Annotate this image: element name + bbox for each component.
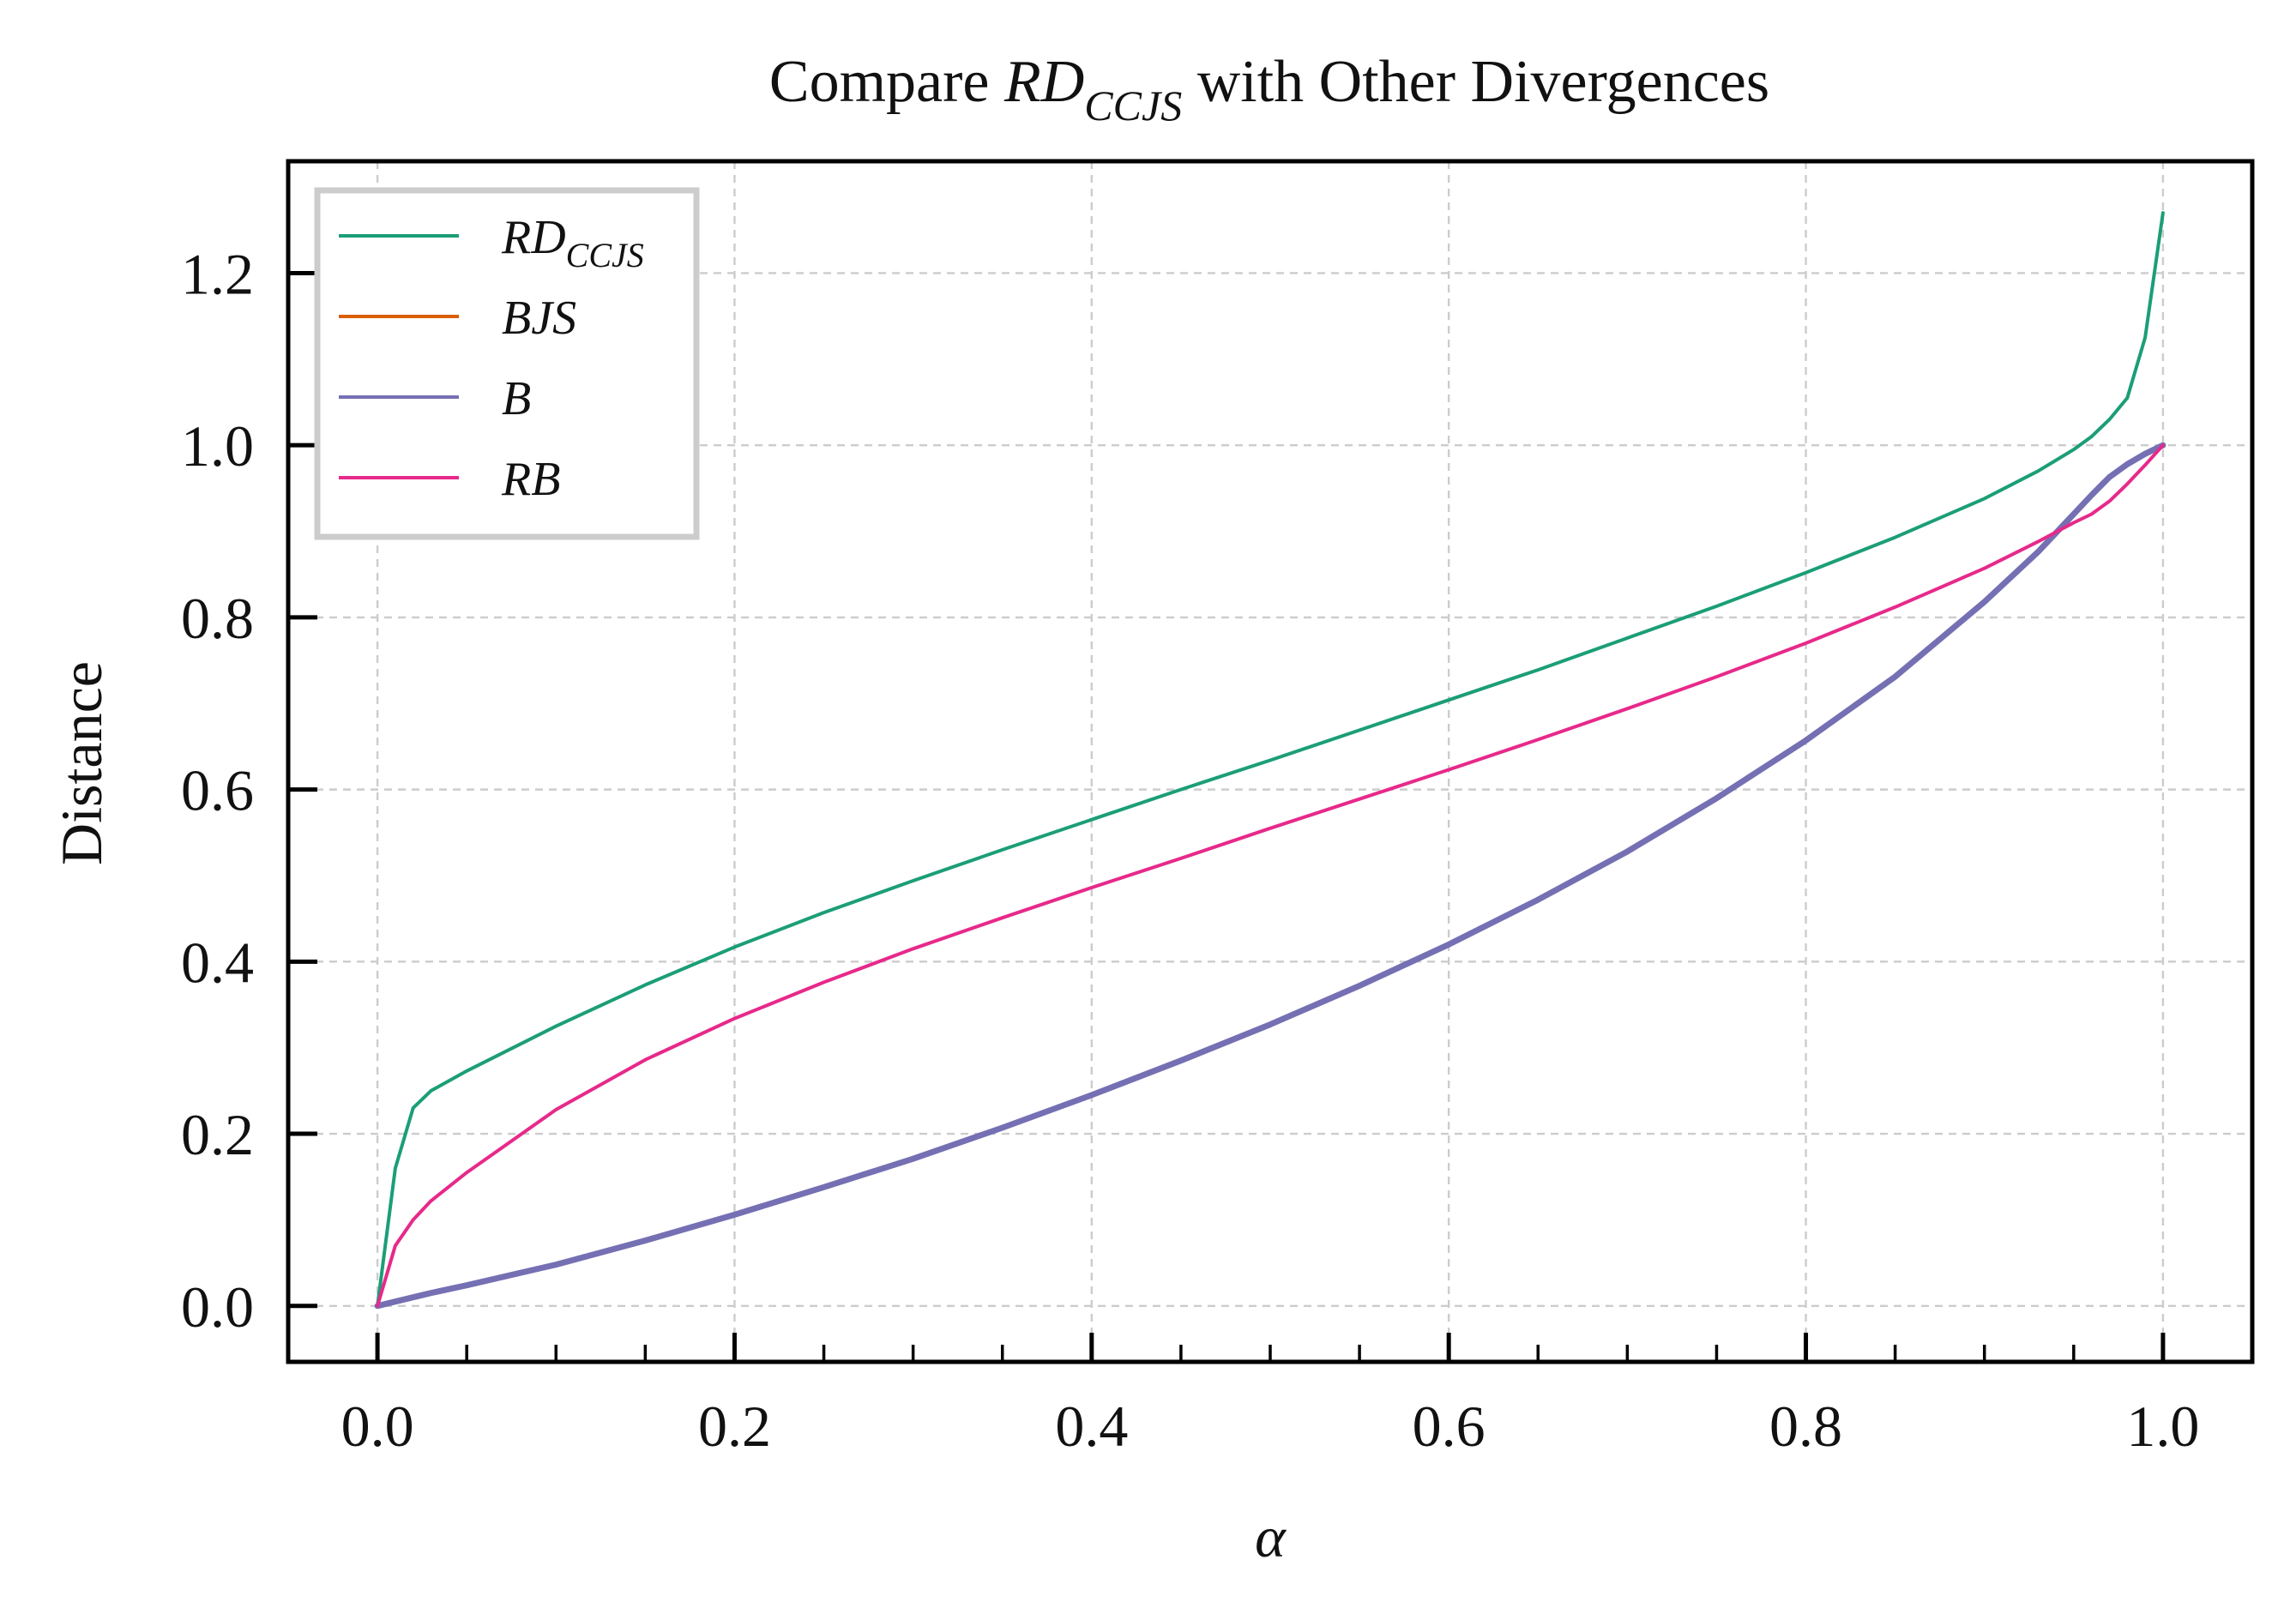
legend-entry-b: B <box>502 372 531 425</box>
series-line-b <box>374 442 2166 1310</box>
title-prefix: Compare <box>769 49 1004 115</box>
series-line-rb <box>376 443 2165 1308</box>
y-tick-label: 0.0 <box>181 1274 254 1340</box>
x-tick-label: 0.4 <box>1055 1394 1128 1459</box>
legend-entry-rd: RDCCJS <box>501 211 644 274</box>
title-subscript: CCJS <box>1084 81 1182 129</box>
title-suffix: with Other Divergences <box>1182 49 1769 115</box>
series-line-rd <box>376 211 2165 1308</box>
plot-lines <box>374 211 2166 1310</box>
y-tick-label: 0.6 <box>181 758 254 823</box>
x-tick-label: 0.6 <box>1413 1394 1485 1459</box>
y-tick-label: 1.0 <box>181 413 254 479</box>
y-tick-label: 1.2 <box>181 241 254 306</box>
legend-entry-bjs: BJS <box>502 292 576 345</box>
x-tick-label: 0.0 <box>341 1394 414 1459</box>
x-tick-label: 0.8 <box>1769 1394 1842 1459</box>
x-tick-labels: 0.0 0.2 0.4 0.6 0.8 1.0 <box>341 1394 2200 1459</box>
x-tick-label: 0.2 <box>698 1394 771 1459</box>
title-symbol: RD <box>1003 49 1084 115</box>
x-axis-label: α <box>1255 1504 1287 1569</box>
chart-title: Compare RDCCJS with Other Divergences <box>769 49 1769 129</box>
y-tick-labels: 0.0 0.2 0.4 0.6 0.8 1.0 1.2 <box>181 241 254 1339</box>
legend: RDCCJS BJS B RB <box>314 187 700 540</box>
grid <box>288 161 2252 1362</box>
x-tick-label: 1.0 <box>2126 1394 2199 1459</box>
y-tick-label: 0.8 <box>181 586 254 651</box>
y-tick-label: 0.2 <box>181 1102 254 1167</box>
y-axis-label: Distance <box>49 661 114 865</box>
ticks <box>288 270 2166 1362</box>
y-tick-label: 0.4 <box>181 930 254 995</box>
legend-entry-rb: RB <box>501 453 560 506</box>
